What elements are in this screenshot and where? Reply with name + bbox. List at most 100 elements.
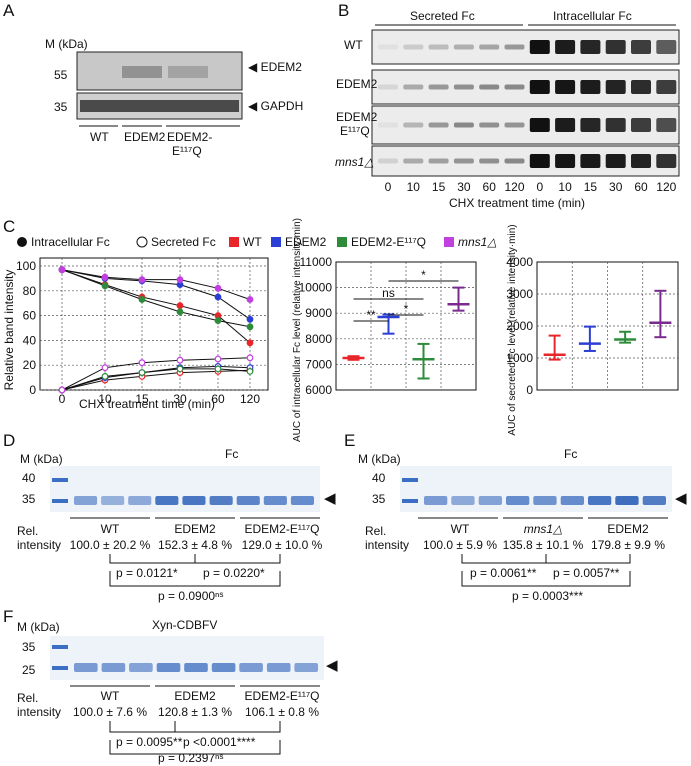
blot-band xyxy=(378,158,398,164)
pvalue-f-1: p = 0.0095** xyxy=(116,735,183,749)
data-point xyxy=(246,315,254,323)
blot-band xyxy=(403,158,424,164)
panel-label-b: B xyxy=(338,1,349,20)
marker-d-40: 40 xyxy=(22,471,36,485)
x-tick-label: 0 xyxy=(59,392,66,406)
gel-band xyxy=(236,496,260,505)
pvalue-e-1: p = 0.0061** xyxy=(470,566,537,580)
blot-band xyxy=(529,118,550,132)
value-f-edem2: 120.8 ± 1.3 % xyxy=(158,705,232,719)
legend-mns1: mns1△ xyxy=(458,235,497,249)
data-point xyxy=(246,354,254,362)
data-point xyxy=(138,276,146,284)
blot-strip xyxy=(371,105,680,145)
pvalue-f-3: p = 0.2397ⁿˢ xyxy=(158,751,224,765)
blot-strip xyxy=(371,145,680,177)
gel-background xyxy=(50,636,324,680)
time-label: 60 xyxy=(634,180,648,194)
lane-wt: WT xyxy=(90,130,109,144)
series-line xyxy=(61,369,251,391)
time-label: 0 xyxy=(536,180,543,194)
data-point xyxy=(214,365,222,373)
blot-band xyxy=(428,158,449,164)
x-tick-label: 60 xyxy=(211,392,225,406)
panel-label-c: C xyxy=(3,217,15,236)
decay-line-chart: 0 20 40 60 80 100 0 10 15 30 60 120 xyxy=(16,257,269,406)
blot-band xyxy=(479,44,500,50)
rel-d: Rel. xyxy=(17,524,38,538)
time-labels-b: 0 10 15 30 60 120 0 10 15 30 60 120 xyxy=(385,180,677,194)
xlabel-b: CHX treatment time (min) xyxy=(449,196,585,210)
group-e-edem2: EDEM2 xyxy=(607,522,649,536)
blot-band xyxy=(378,84,398,90)
value-d-mut: 129.0 ± 10.0 % xyxy=(242,538,323,552)
ladder-band xyxy=(52,478,68,482)
series-line xyxy=(61,269,251,344)
marker-f-35: 35 xyxy=(22,640,36,654)
value-e-mns1: 135.8 ± 10.1 % xyxy=(503,538,584,552)
lane-edem2-mut: EDEM2- xyxy=(167,130,212,144)
blot-band xyxy=(403,122,424,128)
y-tick-label: 0 xyxy=(526,383,533,397)
blot-band xyxy=(479,122,500,128)
group-f-wt: WT xyxy=(101,689,120,703)
pvalue-brackets-d xyxy=(109,554,281,587)
y-tick-label: 2000 xyxy=(506,319,533,333)
blot-band xyxy=(580,118,601,132)
marker-35: 35 xyxy=(54,100,68,114)
y-tick-label: 1000 xyxy=(506,351,533,365)
gel-band xyxy=(211,663,236,672)
legend-wt: WT xyxy=(243,235,262,249)
blot-band xyxy=(479,158,500,164)
intensity-f: intensity xyxy=(17,705,61,719)
series-line xyxy=(61,365,251,391)
gel-band xyxy=(128,496,152,505)
mw-label-a: M (kDa) xyxy=(45,37,88,51)
blot-band xyxy=(555,154,576,168)
y-tick-label: 0 xyxy=(29,383,36,397)
blot-band xyxy=(580,154,601,168)
significance-label: ** xyxy=(366,308,376,322)
marker-e-35: 35 xyxy=(372,492,386,506)
significance-label: ns xyxy=(382,286,395,300)
data-point xyxy=(101,373,109,380)
gel-e xyxy=(400,466,672,512)
series-line xyxy=(61,269,251,320)
legend-edem2: EDEM2 xyxy=(285,235,327,249)
y-tick-label: 6000 xyxy=(305,383,332,397)
blot-band xyxy=(529,80,550,94)
blot-band xyxy=(580,40,601,54)
time-label: 0 xyxy=(385,180,392,194)
blot-band xyxy=(555,40,576,54)
mw-label-f: M (kDa) xyxy=(17,620,60,634)
gel-band xyxy=(129,663,153,672)
data-point xyxy=(214,293,222,301)
data-point xyxy=(101,364,109,372)
y-tick-label: 40 xyxy=(23,333,37,347)
gel-band xyxy=(74,496,98,505)
gel-band xyxy=(74,663,98,672)
ladder-band xyxy=(52,499,68,503)
time-label: 10 xyxy=(407,180,421,194)
blot-band xyxy=(631,40,651,54)
blot-strip xyxy=(371,69,680,105)
blot-band xyxy=(428,122,449,128)
panel-label-f: F xyxy=(3,607,13,626)
data-point xyxy=(246,368,254,375)
y-tick-label: 20 xyxy=(23,358,37,372)
blot-band xyxy=(504,158,525,164)
y-tick-label: 80 xyxy=(23,284,37,298)
blot-band xyxy=(378,44,398,50)
y-tick-label: 100 xyxy=(16,259,36,273)
blot-band xyxy=(555,118,576,132)
time-label: 30 xyxy=(457,180,471,194)
time-label: 15 xyxy=(584,180,598,194)
significance-label: * xyxy=(421,268,426,282)
row-label-wt: WT xyxy=(344,38,363,52)
gel-band xyxy=(263,496,287,505)
gel-band xyxy=(239,663,263,672)
ladder-band xyxy=(52,666,68,670)
group-e-mns1: mns1△ xyxy=(524,522,563,536)
value-d-edem2: 152.3 ± 4.8 % xyxy=(158,538,232,552)
